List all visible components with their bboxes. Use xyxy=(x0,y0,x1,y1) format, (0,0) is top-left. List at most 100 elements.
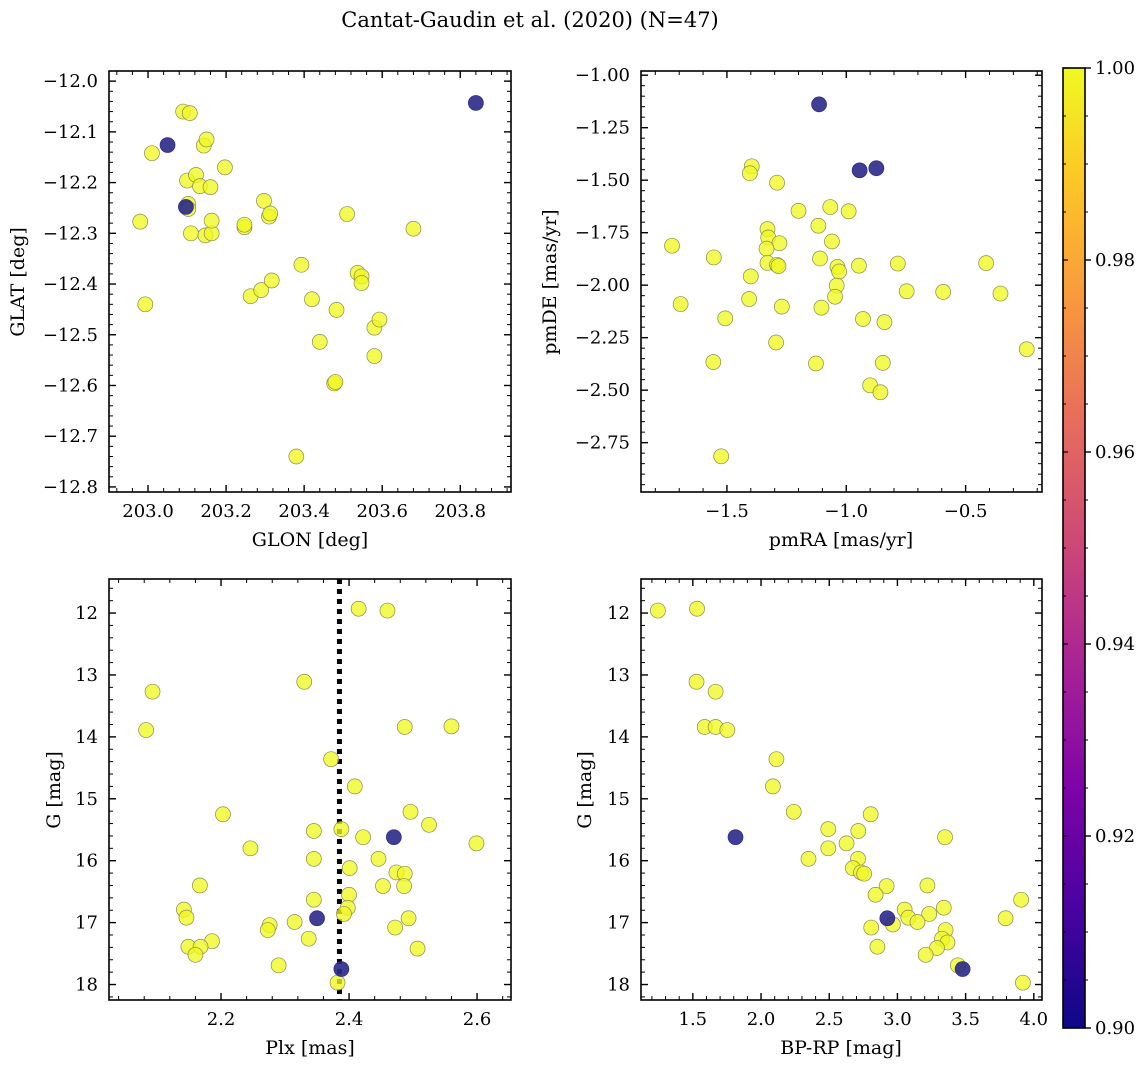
data-point xyxy=(867,886,884,903)
data-point xyxy=(840,203,857,220)
colorbar-gradient xyxy=(1062,67,1086,1029)
data-point xyxy=(443,718,460,735)
data-point xyxy=(296,673,313,690)
y-tick-label: −1.75 xyxy=(575,223,630,244)
y-tick-label: 16 xyxy=(75,851,98,872)
data-point xyxy=(935,899,952,916)
data-point xyxy=(215,806,231,823)
data-point xyxy=(293,256,310,273)
y-tick-label: 18 xyxy=(607,975,630,996)
y-tick-label: −12.0 xyxy=(43,71,98,92)
axes-frame xyxy=(108,70,512,493)
x-tick-label: 3.0 xyxy=(883,1009,912,1030)
y-tick-label: −1.50 xyxy=(575,170,630,191)
data-point-low xyxy=(309,910,325,927)
y-tick-label: −12.4 xyxy=(43,274,98,295)
y-tick-label: −1.00 xyxy=(575,65,630,86)
data-point xyxy=(402,803,419,820)
data-point xyxy=(262,205,279,222)
y-tick-label: 12 xyxy=(607,603,630,624)
data-point xyxy=(198,131,215,148)
y-tick-label: −12.7 xyxy=(43,426,98,447)
data-point-low xyxy=(879,910,896,927)
glon-glat-panel: 203.0 203.2 203.4 203.6 203.8 −12.0 −12.1 −12.2… xyxy=(7,70,512,551)
data-point xyxy=(396,878,412,894)
data-point xyxy=(672,296,689,312)
y-tick-label: 16 xyxy=(607,851,630,872)
data-point xyxy=(742,268,759,285)
data-point xyxy=(405,220,422,237)
data-point xyxy=(353,275,370,291)
data-point xyxy=(917,946,934,963)
data-point xyxy=(263,272,280,289)
data-point xyxy=(758,240,775,257)
x-tick-label: 203.0 xyxy=(122,501,174,522)
data-point xyxy=(785,803,802,820)
data-point xyxy=(355,829,371,846)
y-tick-label: 15 xyxy=(607,789,630,810)
data-point xyxy=(323,751,339,768)
data-point xyxy=(187,946,204,963)
y-tick-label: −12.6 xyxy=(43,375,98,396)
data-point-low xyxy=(468,95,484,111)
data-point xyxy=(192,877,208,894)
data-point xyxy=(1013,891,1029,908)
x-tick-label: 2.2 xyxy=(207,1009,236,1030)
x-tick-label: −1.5 xyxy=(705,501,749,522)
y-tick-label: −2.00 xyxy=(575,275,630,296)
data-point xyxy=(813,299,830,316)
data-point xyxy=(705,354,722,370)
x-tick-label: 203.4 xyxy=(278,501,330,522)
colorbar-tick-label: 0.96 xyxy=(1095,442,1135,463)
data-point xyxy=(872,384,889,401)
data-point xyxy=(400,910,417,927)
data-point xyxy=(889,255,906,272)
x-tick-label: 2.4 xyxy=(335,1009,364,1030)
y-tick-label: −12.3 xyxy=(43,223,98,244)
data-point xyxy=(286,914,303,930)
x-axis-label: pmRA [mas/yr] xyxy=(769,529,913,551)
data-point xyxy=(770,258,787,274)
x-tick-label: 2.6 xyxy=(463,1009,492,1030)
y-tick-label: 17 xyxy=(75,913,98,934)
data-point xyxy=(339,206,355,222)
data-point-low xyxy=(851,162,868,179)
x-tick-label: 203.8 xyxy=(434,501,486,522)
data-point xyxy=(421,816,437,833)
data-point xyxy=(876,314,893,330)
y-axis-label: G [mag] xyxy=(574,751,596,829)
data-point xyxy=(719,722,736,738)
data-point xyxy=(311,334,328,350)
y-tick-label: −2.25 xyxy=(575,328,630,349)
y-tick-label: 17 xyxy=(607,913,630,934)
data-point xyxy=(181,105,198,121)
y-tick-label: 13 xyxy=(75,665,98,686)
y-tick-label: −12.2 xyxy=(43,173,98,194)
data-point xyxy=(997,910,1014,927)
data-point xyxy=(236,216,253,233)
data-point xyxy=(838,835,855,852)
data-point xyxy=(790,202,807,219)
data-point xyxy=(270,957,287,974)
data-point xyxy=(379,602,396,619)
data-point-low xyxy=(727,829,744,846)
y-tick-label: 18 xyxy=(75,975,98,996)
data-point xyxy=(831,263,847,280)
data-point-low xyxy=(868,160,885,177)
plx-g-panel: 2.2 2.4 2.6 12 13 14 15 16 17 18 Plx [mas] G [mag] xyxy=(43,578,512,1059)
data-point xyxy=(664,237,680,254)
data-point xyxy=(935,284,952,300)
data-point xyxy=(144,683,161,700)
y-axis-label: pmDE [mas/yr] xyxy=(539,209,561,354)
data-point xyxy=(183,225,199,242)
data-point xyxy=(138,722,154,738)
x-axis-label: Plx [mas] xyxy=(265,1037,355,1059)
x-tick-label: 203.6 xyxy=(356,501,408,522)
data-point xyxy=(863,919,880,936)
x-axis-label: GLON [deg] xyxy=(252,529,368,551)
data-point xyxy=(350,600,367,617)
data-point xyxy=(765,778,781,795)
y-axis-label: G [mag] xyxy=(43,751,65,829)
data-point xyxy=(137,296,154,313)
x-tick-label: 3.5 xyxy=(951,1009,980,1030)
